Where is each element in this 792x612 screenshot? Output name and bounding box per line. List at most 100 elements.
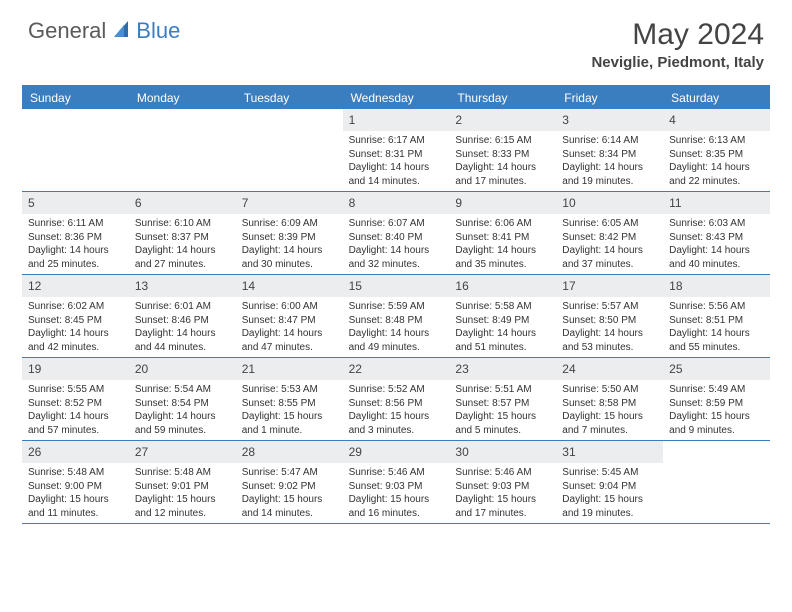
header: General Blue May 2024 Neviglie, Piedmont… (0, 0, 792, 79)
day-number: 22 (349, 362, 362, 376)
sun-info: Sunrise: 5:45 AMSunset: 9:04 PMDaylight:… (556, 463, 663, 523)
sunrise-line: Sunrise: 5:49 AM (669, 383, 764, 397)
calendar-cell: 21Sunrise: 5:53 AMSunset: 8:55 PMDayligh… (236, 358, 343, 440)
sunrise-line: Sunrise: 5:48 AM (28, 466, 123, 480)
daylight-line: Daylight: 14 hours and 42 minutes. (28, 327, 123, 354)
sunset-line: Sunset: 8:37 PM (135, 231, 230, 245)
day-number-row: 21 (236, 358, 343, 380)
sunset-line: Sunset: 8:39 PM (242, 231, 337, 245)
day-number-row: 13 (129, 275, 236, 297)
daylight-line: Daylight: 14 hours and 30 minutes. (242, 244, 337, 271)
sunset-line: Sunset: 8:58 PM (562, 397, 657, 411)
calendar-cell: 6Sunrise: 6:10 AMSunset: 8:37 PMDaylight… (129, 192, 236, 274)
daylight-line: Daylight: 14 hours and 27 minutes. (135, 244, 230, 271)
sunset-line: Sunset: 8:57 PM (455, 397, 550, 411)
sunrise-line: Sunrise: 6:13 AM (669, 134, 764, 148)
sunrise-line: Sunrise: 5:55 AM (28, 383, 123, 397)
day-number-row: 1 (343, 109, 450, 131)
sun-info: Sunrise: 6:13 AMSunset: 8:35 PMDaylight:… (663, 131, 770, 191)
daylight-line: Daylight: 14 hours and 37 minutes. (562, 244, 657, 271)
day-number-row: 28 (236, 441, 343, 463)
sunrise-line: Sunrise: 5:59 AM (349, 300, 444, 314)
day-number: 14 (242, 279, 255, 293)
sun-info: Sunrise: 5:58 AMSunset: 8:49 PMDaylight:… (449, 297, 556, 357)
calendar-cell: 24Sunrise: 5:50 AMSunset: 8:58 PMDayligh… (556, 358, 663, 440)
sunset-line: Sunset: 8:54 PM (135, 397, 230, 411)
day-number: 18 (669, 279, 682, 293)
day-number-row: 19 (22, 358, 129, 380)
calendar-cell: 20Sunrise: 5:54 AMSunset: 8:54 PMDayligh… (129, 358, 236, 440)
day-number: 1 (349, 113, 356, 127)
calendar-cell: 3Sunrise: 6:14 AMSunset: 8:34 PMDaylight… (556, 109, 663, 191)
sunset-line: Sunset: 8:48 PM (349, 314, 444, 328)
sunrise-line: Sunrise: 6:06 AM (455, 217, 550, 231)
sun-info: Sunrise: 6:03 AMSunset: 8:43 PMDaylight:… (663, 214, 770, 274)
day-number-row: 10 (556, 192, 663, 214)
sun-info: Sunrise: 6:17 AMSunset: 8:31 PMDaylight:… (343, 131, 450, 191)
sun-info: Sunrise: 5:48 AMSunset: 9:00 PMDaylight:… (22, 463, 129, 523)
calendar-week: 1 Sunrise: 6:17 AMSunset: 8:31 PMDaylight… (22, 109, 770, 192)
sun-info: Sunrise: 5:51 AMSunset: 8:57 PMDaylight:… (449, 380, 556, 440)
sunrise-line: Sunrise: 6:03 AM (669, 217, 764, 231)
sunset-line: Sunset: 8:35 PM (669, 148, 764, 162)
sunrise-line: Sunrise: 6:10 AM (135, 217, 230, 231)
sun-info: Sunrise: 6:15 AMSunset: 8:33 PMDaylight:… (449, 131, 556, 191)
day-number: 26 (28, 445, 41, 459)
day-number-row: 15 (343, 275, 450, 297)
sun-info: Sunrise: 6:06 AMSunset: 8:41 PMDaylight:… (449, 214, 556, 274)
sunset-line: Sunset: 8:52 PM (28, 397, 123, 411)
day-number-row: 23 (449, 358, 556, 380)
sun-info: Sunrise: 5:54 AMSunset: 8:54 PMDaylight:… (129, 380, 236, 440)
daylight-line: Daylight: 14 hours and 53 minutes. (562, 327, 657, 354)
day-header: Thursday (449, 87, 556, 109)
sunset-line: Sunset: 8:40 PM (349, 231, 444, 245)
sunrise-line: Sunrise: 5:48 AM (135, 466, 230, 480)
sun-info: Sunrise: 5:49 AMSunset: 8:59 PMDaylight:… (663, 380, 770, 440)
logo: General Blue (28, 18, 180, 44)
calendar-cell: 16 Sunrise: 5:58 AMSunset: 8:49 PMDayligh… (449, 275, 556, 357)
calendar-cell: 27Sunrise: 5:48 AMSunset: 9:01 PMDayligh… (129, 441, 236, 523)
day-number: 8 (349, 196, 356, 210)
daylight-line: Daylight: 15 hours and 5 minutes. (455, 410, 550, 437)
sunset-line: Sunset: 8:49 PM (455, 314, 550, 328)
daylight-line: Daylight: 14 hours and 35 minutes. (455, 244, 550, 271)
day-number-row: 22 (343, 358, 450, 380)
sun-info: Sunrise: 5:56 AMSunset: 8:51 PMDaylight:… (663, 297, 770, 357)
sunrise-line: Sunrise: 5:46 AM (349, 466, 444, 480)
day-headers-row: Sunday Monday Tuesday Wednesday Thursday… (22, 87, 770, 109)
sunset-line: Sunset: 8:41 PM (455, 231, 550, 245)
day-number: 10 (562, 196, 575, 210)
day-number-row: 14 (236, 275, 343, 297)
day-number: 16 (455, 279, 468, 293)
day-number: 12 (28, 279, 41, 293)
daylight-line: Daylight: 15 hours and 17 minutes. (455, 493, 550, 520)
calendar-cell: 2Sunrise: 6:15 AMSunset: 8:33 PMDaylight… (449, 109, 556, 191)
day-number-row: 25 (663, 358, 770, 380)
daylight-line: Daylight: 14 hours and 49 minutes. (349, 327, 444, 354)
day-number: 27 (135, 445, 148, 459)
calendar-cell: 8Sunrise: 6:07 AMSunset: 8:40 PMDaylight… (343, 192, 450, 274)
sun-info: Sunrise: 5:53 AMSunset: 8:55 PMDaylight:… (236, 380, 343, 440)
sunset-line: Sunset: 8:45 PM (28, 314, 123, 328)
calendar-cell: 9Sunrise: 6:06 AMSunset: 8:41 PMDaylight… (449, 192, 556, 274)
sun-info: Sunrise: 5:57 AMSunset: 8:50 PMDaylight:… (556, 297, 663, 357)
calendar-week: 19 Sunrise: 5:55 AMSunset: 8:52 PM Dayligh… (22, 358, 770, 441)
daylight-line: Daylight: 15 hours and 16 minutes. (349, 493, 444, 520)
calendar-cell: 11Sunrise: 6:03 AMSunset: 8:43 PMDayligh… (663, 192, 770, 274)
sunrise-line: Sunrise: 5:46 AM (455, 466, 550, 480)
sun-info: Sunrise: 5:47 AMSunset: 9:02 PMDaylight:… (236, 463, 343, 523)
sun-info: Sunrise: 6:09 AMSunset: 8:39 PMDaylight:… (236, 214, 343, 274)
daylight-line: Daylight: 14 hours and 17 minutes. (455, 161, 550, 188)
calendar-cell: 25Sunrise: 5:49 AMSunset: 8:59 PMDayligh… (663, 358, 770, 440)
day-number-row: 27 (129, 441, 236, 463)
sunrise-line: Sunrise: 6:11 AM (28, 217, 123, 231)
sunset-line: Sunset: 8:51 PM (669, 314, 764, 328)
daylight-line: Daylight: 15 hours and 7 minutes. (562, 410, 657, 437)
sunset-line: Sunset: 8:50 PM (562, 314, 657, 328)
sunrise-line: Sunrise: 5:56 AM (669, 300, 764, 314)
sunrise-line: Sunrise: 5:45 AM (562, 466, 657, 480)
calendar-cell: 28 Sunrise: 5:47 AMSunset: 9:02 PMDayligh… (236, 441, 343, 523)
day-number: 28 (242, 445, 255, 459)
day-number-row: 24 (556, 358, 663, 380)
day-number: 4 (669, 113, 676, 127)
